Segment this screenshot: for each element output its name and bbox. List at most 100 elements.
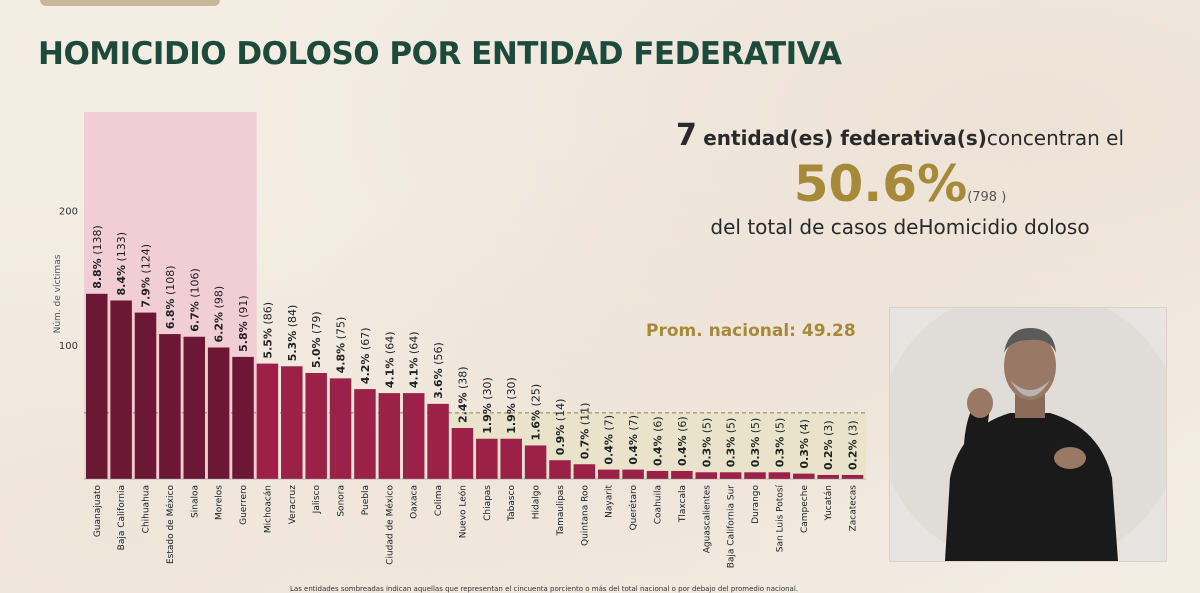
data-label: 4.1% (64) [408, 332, 421, 389]
data-label: 0.4% (6) [676, 416, 689, 466]
y-axis-label: Núm. de víctimas [53, 254, 63, 333]
category-label: Campeche [800, 485, 810, 533]
bar [86, 293, 108, 479]
data-label: 1.9% (30) [505, 377, 518, 434]
bar [451, 428, 474, 479]
data-label: 5.5% (86) [261, 302, 274, 359]
category-label: Aguascalientes [702, 485, 712, 554]
bar [793, 473, 815, 479]
y-tick-label: 200 [59, 207, 78, 218]
category-label: Yucatán [824, 485, 834, 521]
category-label: Nayarit [605, 485, 615, 518]
data-label: 0.4% (7) [603, 415, 616, 465]
category-label: Sonora [337, 485, 347, 517]
data-label: 1.6% (25) [530, 384, 543, 441]
category-label: Nuevo León [457, 485, 468, 538]
data-label: 0.9% (14) [554, 399, 567, 456]
data-label: 5.3% (84) [286, 305, 299, 362]
data-label: 6.7% (106) [188, 268, 201, 332]
data-label: 8.8% (138) [91, 225, 104, 289]
data-label: 2.4% (38) [456, 366, 469, 423]
category-label: Chihuahua [142, 485, 152, 533]
bar [305, 372, 327, 479]
category-label: Guerrero [239, 485, 249, 525]
category-label: Querétaro [628, 485, 639, 531]
summary-total-text: del total de casos deHomicidio doloso [710, 215, 1090, 239]
bar [159, 334, 181, 479]
data-label: 5.0% (79) [310, 311, 323, 368]
bar [476, 438, 498, 479]
data-label: 0.3% (4) [798, 419, 811, 469]
bar [183, 336, 206, 479]
bar [232, 356, 254, 479]
category-label: Sinaloa [190, 485, 200, 518]
category-label: Chiapas [483, 485, 493, 521]
bar [671, 470, 693, 479]
category-label: Baja California Sur [727, 485, 737, 569]
sign-language-interpreter-video [889, 307, 1167, 562]
bar [134, 312, 157, 479]
category-label: Quintana Roo [580, 485, 590, 546]
concentration-summary: 7 entidad(es) federativa(s)concentran el… [600, 118, 1200, 239]
bar [695, 472, 717, 479]
bar [378, 393, 401, 479]
bar [817, 474, 839, 479]
category-label: Coahuila [653, 485, 663, 524]
category-label: Tabasco [507, 485, 517, 522]
data-label: 4.1% (64) [383, 332, 396, 389]
category-label: Jalisco [312, 485, 322, 515]
category-label: Tamaulipas [556, 485, 566, 537]
bar [427, 403, 449, 479]
data-label: 4.2% (67) [359, 327, 372, 384]
category-label: Oaxaca [410, 485, 420, 519]
data-label: 5.8% (91) [237, 295, 250, 352]
bar [281, 366, 303, 479]
footnote: Las entidades sombreadas indican aquella… [290, 585, 798, 593]
page-title: HOMICIDIO DOLOSO POR ENTIDAD FEDERATIVA [38, 36, 842, 72]
data-label: 0.4% (7) [627, 415, 640, 465]
category-label: Veracruz [288, 485, 298, 525]
data-label: 0.3% (5) [725, 418, 738, 468]
data-label: 0.7% (11) [578, 403, 591, 460]
category-label: Zacatecas [849, 485, 859, 532]
data-label: 7.9% (124) [140, 244, 153, 308]
data-label: 0.3% (5) [773, 418, 786, 468]
data-label: 3.6% (56) [432, 342, 445, 399]
data-label: 0.2% (3) [847, 420, 860, 470]
y-tick-label: 100 [59, 341, 78, 352]
bar [549, 460, 571, 479]
data-label: 6.8% (108) [164, 265, 177, 329]
category-label: San Luis Potosí [775, 485, 785, 553]
category-label: Puebla [361, 485, 371, 515]
bar [524, 445, 547, 479]
summary-line-1: 7 entidad(es) federativa(s)concentran el [600, 118, 1200, 153]
bar [207, 347, 230, 479]
category-label: Baja California [117, 485, 127, 550]
bar [500, 438, 522, 479]
data-label: 0.3% (5) [749, 418, 762, 468]
data-label: 1.9% (30) [481, 377, 494, 434]
category-label: Hidalgo [532, 485, 542, 520]
data-label: 0.4% (6) [651, 416, 664, 466]
category-label: Estado de México [165, 485, 176, 565]
data-label: 8.4% (133) [115, 232, 128, 296]
bar [354, 389, 376, 479]
category-label: Colima [434, 485, 444, 516]
category-label: Durango [751, 485, 761, 524]
data-label: 4.8% (75) [335, 317, 348, 374]
bar [329, 378, 352, 479]
bar [573, 464, 596, 479]
national-average-label: Prom. nacional: 49.28 [646, 321, 856, 341]
bar [719, 472, 742, 479]
data-label: 0.3% (5) [700, 418, 713, 468]
bar [597, 469, 620, 479]
bar [744, 472, 766, 479]
category-label: Tlaxcala [678, 485, 688, 523]
summary-entity-count: 7 [675, 118, 697, 153]
summary-concentrate-text: concentran el [986, 126, 1125, 150]
bar [622, 469, 644, 479]
category-label: Guanajuato [93, 485, 103, 538]
summary-entities-text: entidad(es) federativa(s) [703, 126, 987, 150]
bar [110, 300, 132, 479]
